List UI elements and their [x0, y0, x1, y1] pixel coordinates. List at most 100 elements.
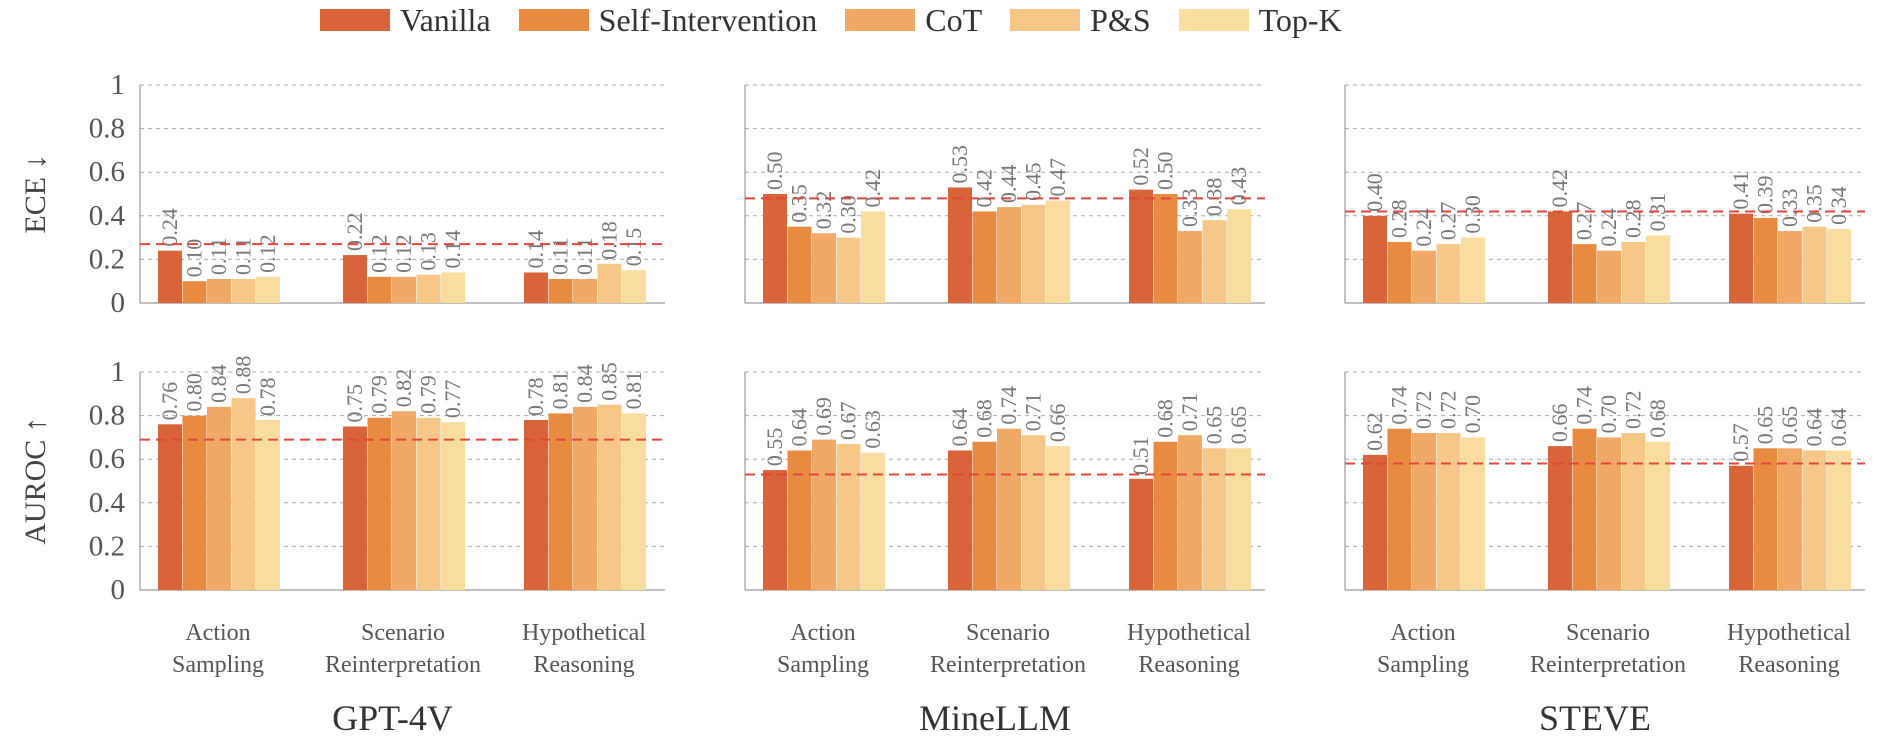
value-label-minellm-auroc-g1-s4: 0.66	[1045, 404, 1070, 443]
bar-gpt4v-ece-g2-s2	[573, 279, 597, 303]
bar-minellm-auroc-g0-s1	[787, 450, 812, 590]
value-label-gpt4v-auroc-g2-s2: 0.84	[572, 364, 597, 403]
value-label-steve-ece-g2-s4: 0.34	[1826, 186, 1851, 225]
value-label-minellm-auroc-g2-s3: 0.65	[1202, 406, 1227, 445]
model-title-0: GPT-4V	[332, 698, 453, 738]
bar-steve-auroc-g0-s0	[1363, 454, 1387, 590]
x-group-label-c1-0-line1: Action	[790, 620, 855, 646]
x-group-label-c0-2-line2: Reasoning	[533, 652, 634, 678]
legend-item-self-intervention: Self-Intervention	[518, 2, 817, 39]
value-label-minellm-ece-g1-s3: 0.45	[1021, 162, 1046, 201]
bar-steve-ece-g0-s3	[1436, 244, 1461, 303]
bar-steve-ece-g1-s0	[1548, 211, 1572, 303]
bar-minellm-ece-g1-s0	[948, 187, 972, 303]
bar-gpt4v-auroc-g1-s1	[367, 417, 392, 590]
value-label-steve-auroc-g0-s3: 0.72	[1436, 391, 1461, 430]
value-label-minellm-auroc-g0-s0: 0.55	[762, 428, 787, 467]
bar-minellm-auroc-g0-s3	[836, 443, 861, 590]
bar-gpt4v-ece-g2-s0	[524, 272, 548, 303]
y-tick-label-r1-2: 0.6	[89, 443, 125, 475]
bar-minellm-auroc-g2-s1	[1153, 441, 1178, 590]
y-tick-label-r0-4: 0.2	[89, 243, 125, 275]
legend-label-topk: Top-K	[1258, 1, 1342, 38]
value-label-gpt4v-auroc-g1-s1: 0.79	[367, 375, 392, 414]
x-group-label-c0-1-line1: Scenario	[361, 620, 445, 646]
bar-steve-ece-g0-s0	[1363, 215, 1387, 303]
bar-gpt4v-ece-g1-s0	[343, 255, 367, 303]
bar-steve-ece-g2-s1	[1753, 217, 1778, 303]
bar-minellm-ece-g0-s0	[763, 194, 787, 303]
bar-gpt4v-ece-g0-s2	[207, 279, 231, 303]
model-title-2: STEVE	[1539, 698, 1651, 738]
value-label-gpt4v-ece-g0-s2: 0.11	[206, 237, 231, 275]
value-label-minellm-auroc-g2-s2: 0.71	[1177, 393, 1202, 432]
bar-minellm-auroc-g0-s4	[861, 452, 885, 590]
x-group-label-c0-2-line1: Hypothetical	[522, 620, 646, 646]
y-tick-label-r1-3: 0.4	[89, 487, 126, 519]
bar-minellm-auroc-g0-s0	[763, 470, 787, 590]
bar-gpt4v-auroc-g2-s3	[597, 404, 622, 590]
value-label-steve-ece-g0-s2: 0.24	[1411, 208, 1436, 247]
value-label-minellm-ece-g0-s0: 0.50	[762, 152, 787, 191]
value-label-minellm-ece-g0-s3: 0.30	[836, 195, 861, 234]
bar-steve-auroc-g1-s4	[1646, 441, 1670, 590]
value-label-minellm-ece-g1-s0: 0.53	[947, 145, 972, 184]
value-label-gpt4v-auroc-g2-s3: 0.85	[597, 362, 622, 401]
bar-minellm-auroc-g1-s4	[1046, 446, 1070, 590]
value-label-minellm-ece-g2-s3: 0.38	[1202, 178, 1227, 217]
value-label-minellm-auroc-g0-s1: 0.64	[787, 408, 812, 447]
bar-minellm-ece-g0-s3	[836, 237, 861, 303]
y-tick-label-r0-0: 1	[111, 69, 126, 101]
model-title-1: MineLLM	[919, 698, 1071, 738]
y-tick-label-r1-1: 0.8	[89, 400, 125, 432]
value-label-gpt4v-ece-g1-s2: 0.12	[391, 234, 416, 273]
bar-gpt4v-ece-g2-s4	[622, 270, 646, 303]
value-label-steve-auroc-g1-s4: 0.68	[1645, 399, 1670, 438]
value-label-minellm-auroc-g1-s0: 0.64	[947, 408, 972, 447]
y-tick-label-r1-0: 1	[111, 356, 126, 388]
value-label-steve-auroc-g2-s1: 0.65	[1753, 406, 1778, 445]
value-label-steve-auroc-g1-s3: 0.72	[1621, 391, 1646, 430]
value-label-steve-ece-g0-s3: 0.27	[1436, 202, 1461, 241]
bar-gpt4v-auroc-g2-s2	[573, 406, 597, 590]
bar-gpt4v-auroc-g0-s3	[231, 398, 256, 590]
value-label-minellm-auroc-g0-s2: 0.69	[811, 397, 836, 436]
value-label-minellm-ece-g2-s1: 0.50	[1153, 152, 1178, 191]
value-label-minellm-ece-g1-s2: 0.44	[996, 165, 1021, 204]
bar-minellm-ece-g2-s2	[1178, 231, 1202, 303]
bar-gpt4v-ece-g0-s1	[182, 281, 207, 303]
bar-gpt4v-ece-g1-s3	[416, 274, 441, 303]
bar-minellm-ece-g0-s4	[861, 211, 885, 303]
bar-steve-auroc-g2-s3	[1802, 450, 1827, 590]
bar-steve-ece-g2-s4	[1827, 228, 1851, 303]
value-label-minellm-ece-g0-s2: 0.32	[811, 191, 836, 230]
bar-steve-auroc-g2-s0	[1729, 465, 1753, 590]
value-label-gpt4v-ece-g1-s3: 0.13	[416, 232, 441, 271]
value-label-minellm-ece-g0-s4: 0.42	[860, 169, 885, 208]
value-label-gpt4v-auroc-g2-s1: 0.81	[548, 371, 573, 410]
bar-steve-ece-g2-s3	[1802, 226, 1827, 303]
value-label-gpt4v-ece-g2-s3: 0.18	[597, 221, 622, 260]
bar-steve-ece-g0-s1	[1387, 241, 1412, 303]
bar-steve-ece-g1-s1	[1572, 244, 1597, 303]
value-label-gpt4v-auroc-g1-s2: 0.82	[391, 369, 416, 408]
bar-steve-ece-g1-s2	[1597, 250, 1621, 303]
x-group-label-c2-2-line1: Hypothetical	[1727, 620, 1851, 646]
value-label-steve-auroc-g1-s0: 0.66	[1547, 404, 1572, 443]
value-label-minellm-ece-g1-s4: 0.47	[1045, 158, 1070, 197]
x-group-label-c2-0-line2: Sampling	[1377, 652, 1469, 678]
value-label-steve-auroc-g0-s1: 0.74	[1387, 386, 1412, 425]
y-tick-label-r0-3: 0.4	[89, 200, 126, 232]
bar-minellm-auroc-g1-s1	[972, 441, 997, 590]
value-label-minellm-auroc-g0-s3: 0.67	[836, 401, 861, 440]
bar-steve-auroc-g1-s3	[1621, 433, 1646, 590]
x-group-label-c0-1-line2: Reinterpretation	[325, 652, 481, 678]
value-label-gpt4v-auroc-g2-s4: 0.81	[621, 371, 646, 410]
value-label-minellm-auroc-g1-s2: 0.74	[996, 386, 1021, 425]
x-group-label-c2-0-line1: Action	[1390, 620, 1455, 646]
bar-minellm-ece-g2-s3	[1202, 220, 1227, 303]
bar-steve-auroc-g2-s1	[1753, 448, 1778, 590]
value-label-steve-ece-g1-s3: 0.28	[1621, 199, 1646, 238]
value-label-gpt4v-auroc-g1-s4: 0.77	[440, 380, 465, 419]
bar-minellm-ece-g2-s1	[1153, 194, 1178, 303]
